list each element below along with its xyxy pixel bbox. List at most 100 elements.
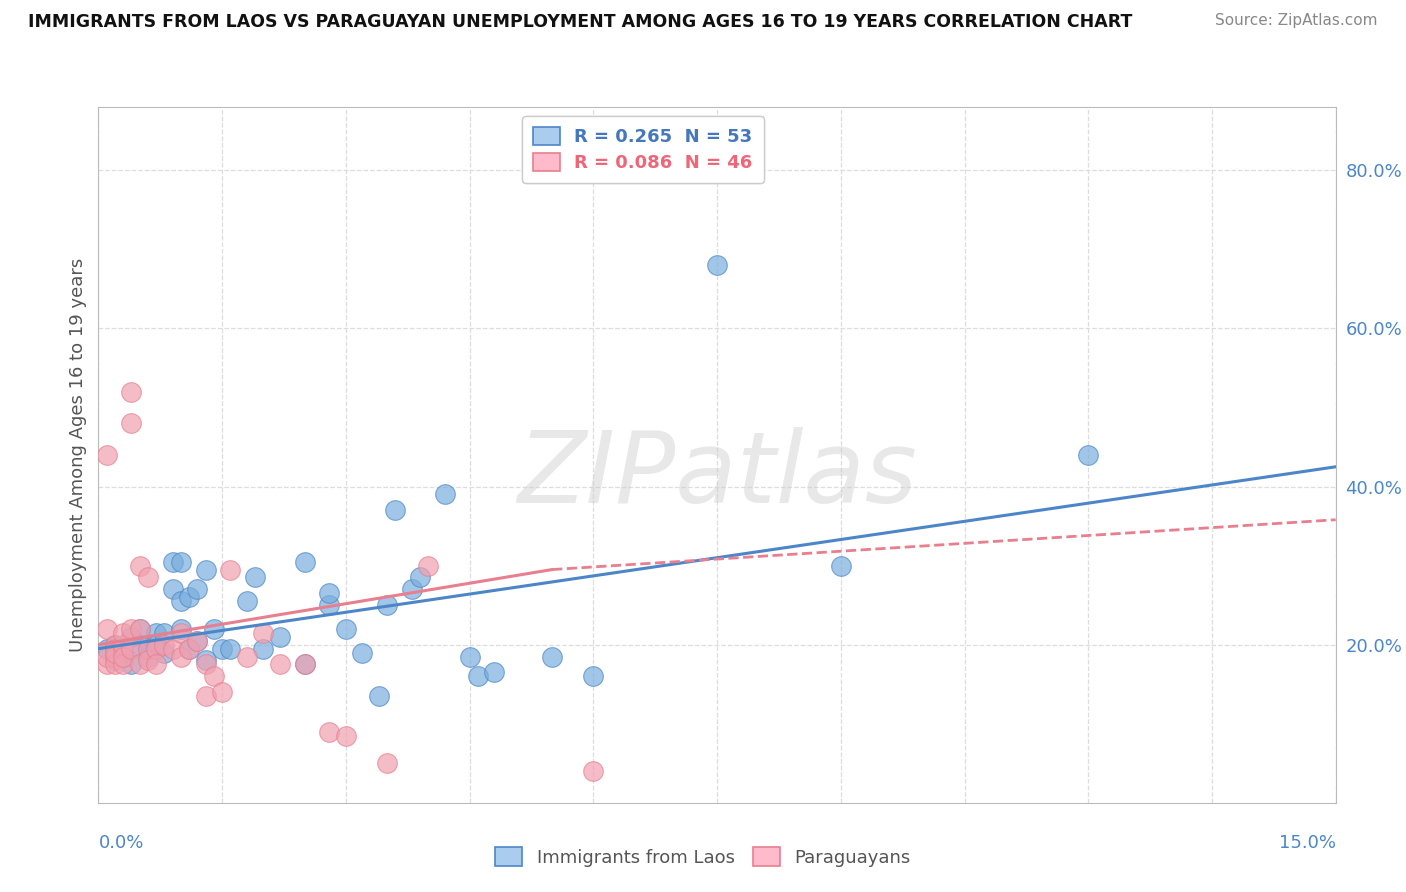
Point — [112, 638, 135, 652]
Point — [269, 657, 291, 672]
Point — [318, 586, 340, 600]
Point — [145, 638, 167, 652]
Point — [104, 646, 127, 660]
Point — [179, 641, 201, 656]
Point — [162, 555, 184, 569]
Point — [219, 641, 242, 656]
Point — [194, 653, 217, 667]
Point — [96, 649, 118, 664]
Point — [170, 622, 193, 636]
Legend: R = 0.265  N = 53, R = 0.086  N = 46: R = 0.265 N = 53, R = 0.086 N = 46 — [522, 116, 763, 183]
Point — [104, 638, 127, 652]
Point — [104, 649, 127, 664]
Point — [153, 638, 176, 652]
Point — [830, 558, 852, 573]
Point — [153, 646, 176, 660]
Point — [375, 598, 398, 612]
Point — [128, 638, 150, 652]
Point — [194, 657, 217, 672]
Point — [318, 598, 340, 612]
Point — [112, 649, 135, 664]
Point — [294, 657, 316, 672]
Point — [145, 641, 167, 656]
Point — [211, 685, 233, 699]
Point — [96, 657, 118, 672]
Point — [467, 669, 489, 683]
Point — [186, 582, 208, 597]
Point — [136, 641, 159, 656]
Point — [384, 503, 406, 517]
Point — [211, 641, 233, 656]
Point — [120, 384, 142, 399]
Point — [252, 625, 274, 640]
Text: 0.0%: 0.0% — [98, 834, 143, 852]
Y-axis label: Unemployment Among Ages 16 to 19 years: Unemployment Among Ages 16 to 19 years — [69, 258, 87, 652]
Point — [236, 649, 259, 664]
Point — [170, 555, 193, 569]
Point — [409, 570, 432, 584]
Point — [335, 622, 357, 636]
Point — [582, 669, 605, 683]
Point — [104, 657, 127, 672]
Point — [294, 555, 316, 569]
Point — [458, 649, 481, 664]
Point — [352, 646, 374, 660]
Point — [112, 649, 135, 664]
Point — [128, 622, 150, 636]
Point — [153, 625, 176, 640]
Point — [96, 641, 118, 656]
Point — [120, 622, 142, 636]
Point — [706, 258, 728, 272]
Point — [179, 591, 201, 605]
Point — [128, 657, 150, 672]
Point — [120, 630, 142, 644]
Point — [433, 487, 456, 501]
Text: 15.0%: 15.0% — [1278, 834, 1336, 852]
Point — [194, 689, 217, 703]
Point — [252, 641, 274, 656]
Point — [112, 657, 135, 672]
Point — [96, 622, 118, 636]
Point — [186, 633, 208, 648]
Point — [112, 641, 135, 656]
Point — [104, 653, 127, 667]
Point — [375, 756, 398, 771]
Text: ZIPatlas: ZIPatlas — [517, 427, 917, 524]
Point — [318, 724, 340, 739]
Point — [96, 448, 118, 462]
Point — [104, 641, 127, 656]
Point — [145, 625, 167, 640]
Point — [401, 582, 423, 597]
Point — [202, 622, 225, 636]
Point — [170, 649, 193, 664]
Point — [243, 570, 266, 584]
Point — [294, 657, 316, 672]
Point — [269, 630, 291, 644]
Text: Source: ZipAtlas.com: Source: ZipAtlas.com — [1215, 13, 1378, 29]
Point — [162, 641, 184, 656]
Point — [136, 653, 159, 667]
Text: IMMIGRANTS FROM LAOS VS PARAGUAYAN UNEMPLOYMENT AMONG AGES 16 TO 19 YEARS CORREL: IMMIGRANTS FROM LAOS VS PARAGUAYAN UNEMP… — [28, 13, 1132, 31]
Legend: Immigrants from Laos, Paraguayans: Immigrants from Laos, Paraguayans — [488, 840, 918, 874]
Point — [367, 689, 389, 703]
Point — [194, 563, 217, 577]
Point — [170, 625, 193, 640]
Point — [104, 638, 127, 652]
Point — [541, 649, 564, 664]
Point — [582, 764, 605, 779]
Point — [128, 622, 150, 636]
Point — [418, 558, 440, 573]
Point — [112, 625, 135, 640]
Point — [136, 649, 159, 664]
Point — [219, 563, 242, 577]
Point — [236, 594, 259, 608]
Point — [335, 729, 357, 743]
Point — [120, 657, 142, 672]
Point — [179, 641, 201, 656]
Point — [162, 582, 184, 597]
Point — [120, 641, 142, 656]
Point — [136, 641, 159, 656]
Point — [484, 665, 506, 680]
Point — [145, 657, 167, 672]
Point — [136, 570, 159, 584]
